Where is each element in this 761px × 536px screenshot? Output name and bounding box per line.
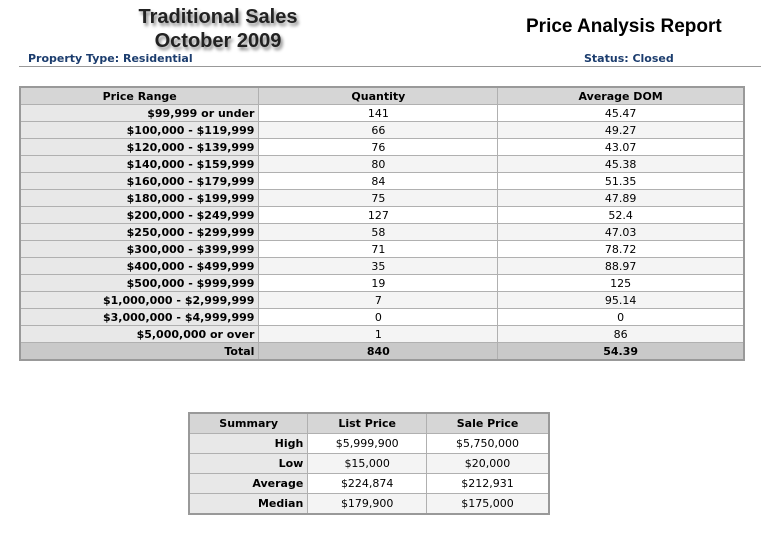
cell: 0 <box>497 308 745 326</box>
column-header: Average DOM <box>497 86 745 105</box>
row-label: $400,000 - $499,999 <box>19 257 260 275</box>
row-label: $500,000 - $999,999 <box>19 274 260 292</box>
cell: 58 <box>258 223 499 241</box>
divider <box>19 66 761 67</box>
row: $3,000,000 - $4,999,999 0 0 <box>19 308 745 326</box>
column-header: List Price <box>307 412 428 434</box>
cell: 51.35 <box>497 172 745 190</box>
row-label: $160,000 - $179,999 <box>19 172 260 190</box>
cell: 43.07 <box>497 138 745 156</box>
cell: 127 <box>258 206 499 224</box>
cell: 75 <box>258 189 499 207</box>
row-label: $5,000,000 or over <box>19 325 260 343</box>
cell: 47.03 <box>497 223 745 241</box>
row: $1,000,000 - $2,999,999 7 95.14 <box>19 291 745 309</box>
cell: $212,931 <box>426 473 550 494</box>
column-header: Summary <box>188 412 309 434</box>
row: $99,999 or under 141 45.47 <box>19 104 745 122</box>
row-label: Total <box>19 342 260 361</box>
row-label: $300,000 - $399,999 <box>19 240 260 258</box>
cell: $175,000 <box>426 493 550 515</box>
cell: 78.72 <box>497 240 745 258</box>
cell: 76 <box>258 138 499 156</box>
row-label: $180,000 - $199,999 <box>19 189 260 207</box>
row: Low $15,000 $20,000 <box>188 453 550 474</box>
price-table: Price Range Quantity Average DOM $99,999 or… <box>19 86 745 361</box>
row: $300,000 - $399,999 71 78.72 <box>19 240 745 258</box>
cell: 125 <box>497 274 745 292</box>
row: $5,000,000 or over 1 86 <box>19 325 745 343</box>
row: High $5,999,900 $5,750,000 <box>188 433 550 454</box>
title-line: October 2009 <box>154 30 282 52</box>
cell: 86 <box>497 325 745 343</box>
row-label: $1,000,000 - $2,999,999 <box>19 291 260 309</box>
row: $120,000 - $139,999 76 43.07 <box>19 138 745 156</box>
title-line: Traditional Sales <box>138 6 298 28</box>
row-label: $250,000 - $299,999 <box>19 223 260 241</box>
column-header: Quantity <box>258 86 499 105</box>
row-label: Average <box>188 473 309 494</box>
row-label: $99,999 or under <box>19 104 260 122</box>
cell: 1 <box>258 325 499 343</box>
row-label: $100,000 - $119,999 <box>19 121 260 139</box>
row-label: $200,000 - $249,999 <box>19 206 260 224</box>
total-row: Total 840 54.39 <box>19 342 745 361</box>
column-header: Price Range <box>19 86 260 105</box>
report-title: Price Analysis Report <box>526 16 722 37</box>
row-label: $3,000,000 - $4,999,999 <box>19 308 260 326</box>
row: $400,000 - $499,999 35 88.97 <box>19 257 745 275</box>
row: $100,000 - $119,999 66 49.27 <box>19 121 745 139</box>
cell: 71 <box>258 240 499 258</box>
row: $140,000 - $159,999 80 45.38 <box>19 155 745 173</box>
cell: 45.38 <box>497 155 745 173</box>
column-header: Sale Price <box>426 412 550 434</box>
cell: 52.4 <box>497 206 745 224</box>
cell: 45.47 <box>497 104 745 122</box>
row: $160,000 - $179,999 84 51.35 <box>19 172 745 190</box>
cell: $20,000 <box>426 453 550 474</box>
row: $200,000 - $249,999 127 52.4 <box>19 206 745 224</box>
summary-table: Summary List Price Sale Price High $5,999,90… <box>188 412 550 515</box>
cell: 47.89 <box>497 189 745 207</box>
row: Average $224,874 $212,931 <box>188 473 550 494</box>
cell: $179,900 <box>307 493 428 515</box>
cell: $5,999,900 <box>307 433 428 454</box>
row-label: Low <box>188 453 309 474</box>
header-row: Price Range Quantity Average DOM <box>19 86 745 105</box>
cell: 49.27 <box>497 121 745 139</box>
property-type: Property Type: Residential <box>28 52 193 65</box>
row: Median $179,900 $175,000 <box>188 493 550 515</box>
cell: 80 <box>258 155 499 173</box>
cell: 141 <box>258 104 499 122</box>
cell: 840 <box>258 342 499 361</box>
cell: 84 <box>258 172 499 190</box>
row-label: $120,000 - $139,999 <box>19 138 260 156</box>
cell: 19 <box>258 274 499 292</box>
cell: 95.14 <box>497 291 745 309</box>
status: Status: Closed <box>584 52 674 65</box>
row-label: High <box>188 433 309 454</box>
cell: $5,750,000 <box>426 433 550 454</box>
row-label: $140,000 - $159,999 <box>19 155 260 173</box>
row: $180,000 - $199,999 75 47.89 <box>19 189 745 207</box>
cell: 7 <box>258 291 499 309</box>
cell: 88.97 <box>497 257 745 275</box>
cell: 66 <box>258 121 499 139</box>
row-label: Median <box>188 493 309 515</box>
cell: 54.39 <box>497 342 745 361</box>
row: $500,000 - $999,999 19 125 <box>19 274 745 292</box>
cell: 35 <box>258 257 499 275</box>
row: $250,000 - $299,999 58 47.03 <box>19 223 745 241</box>
cell: $224,874 <box>307 473 428 494</box>
header-row: Summary List Price Sale Price <box>188 412 550 434</box>
cell: $15,000 <box>307 453 428 474</box>
cell: 0 <box>258 308 499 326</box>
